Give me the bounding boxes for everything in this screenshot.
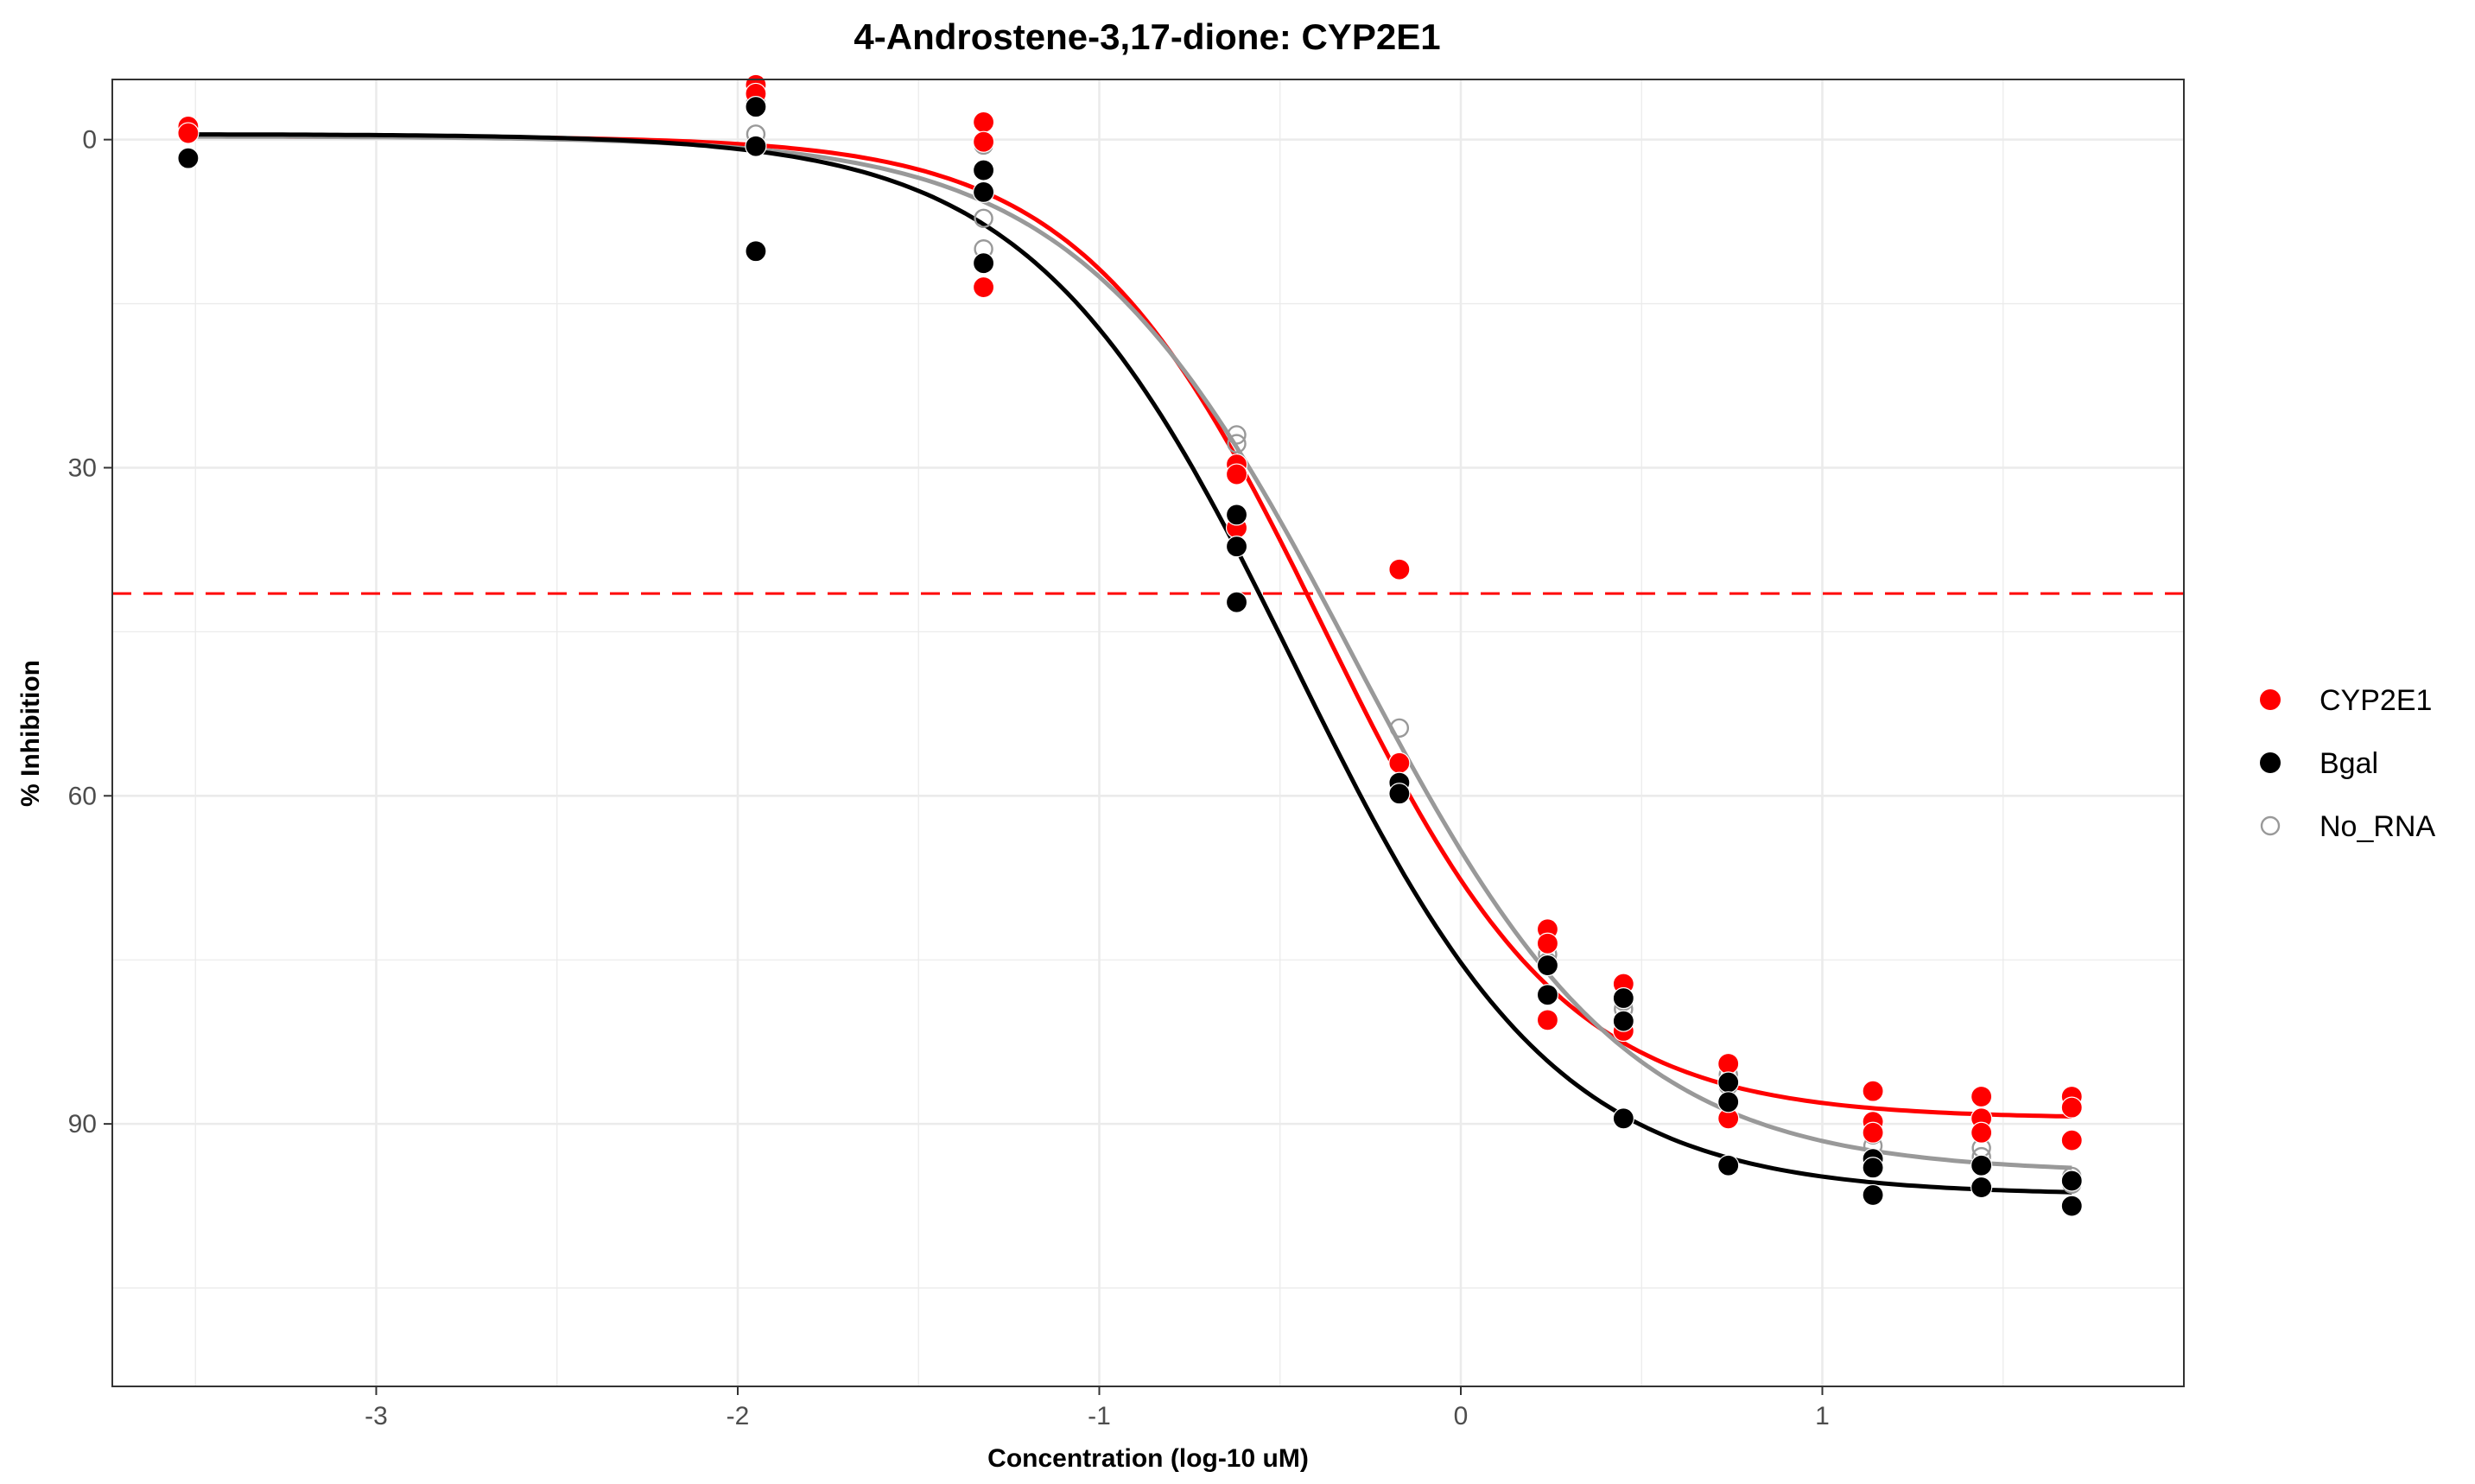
legend-label-bgal: Bgal xyxy=(2320,747,2378,780)
x-axis-title: Concentration (log-10 uM) xyxy=(987,1444,1309,1473)
data-points xyxy=(177,73,2083,1217)
point-bgal xyxy=(1612,1107,1634,1130)
point-bgal xyxy=(1970,1176,1993,1199)
point-bgal xyxy=(1388,783,1411,805)
point-bgal xyxy=(1717,1071,1740,1094)
point-cyp2e1 xyxy=(177,122,200,144)
point-bgal xyxy=(1612,1010,1634,1032)
point-cyp2e1 xyxy=(1536,1009,1559,1031)
point-bgal xyxy=(1225,504,1248,526)
minor-gridlines xyxy=(112,79,2184,1386)
point-cyp2e1 xyxy=(1388,558,1411,580)
legend-label-cyp2e1: CYP2E1 xyxy=(2320,684,2432,717)
point-no-rna xyxy=(1389,718,1410,739)
point-cyp2e1 xyxy=(1717,1052,1740,1075)
major-gridlines xyxy=(112,79,2184,1386)
y-tick-label: 90 xyxy=(68,1110,97,1138)
point-cyp2e1 xyxy=(972,111,995,133)
point-cyp2e1 xyxy=(1970,1121,1993,1144)
point-no-rna xyxy=(1227,425,1247,445)
point-bgal xyxy=(1862,1157,1884,1179)
point-cyp2e1 xyxy=(2060,1096,2083,1119)
y-axis: 0 30 60 90 xyxy=(68,126,112,1138)
point-bgal xyxy=(745,96,767,118)
point-cyp2e1 xyxy=(972,130,995,153)
fit-curves xyxy=(187,132,2072,1195)
point-no-rna xyxy=(1227,434,1247,453)
fit-curve-bgal xyxy=(187,132,2072,1195)
point-bgal xyxy=(1612,986,1634,1010)
y-tick-label: 60 xyxy=(68,782,97,810)
point-bgal xyxy=(177,147,200,169)
point-bgal xyxy=(1225,591,1248,613)
point-bgal xyxy=(972,159,995,181)
x-tick-label: 0 xyxy=(1454,1402,1469,1430)
point-bgal xyxy=(1717,1091,1740,1113)
legend-label-no-rna: No_RNA xyxy=(2320,810,2435,843)
legend-key-cyp2e1 xyxy=(2260,689,2281,710)
y-axis-title: % Inhibition xyxy=(16,660,45,807)
point-bgal xyxy=(1536,954,1559,977)
point-bgal xyxy=(745,135,767,157)
x-tick-label: -2 xyxy=(727,1402,750,1430)
x-tick-label: -3 xyxy=(365,1402,388,1430)
chart-title: 4-Androstene-3,17-dione: CYP2E1 xyxy=(854,16,1440,57)
point-bgal xyxy=(2060,1195,2083,1217)
point-cyp2e1 xyxy=(1862,1121,1884,1144)
point-bgal xyxy=(1862,1183,1884,1207)
point-cyp2e1 xyxy=(1388,752,1411,774)
legend: CYP2E1 Bgal No_RNA xyxy=(2260,684,2435,843)
point-bgal xyxy=(972,252,995,275)
x-tick-label: -1 xyxy=(1088,1402,1111,1430)
point-cyp2e1 xyxy=(2060,1129,2083,1151)
point-bgal xyxy=(2060,1170,2083,1192)
point-cyp2e1 xyxy=(1225,463,1248,485)
x-tick-label: 1 xyxy=(1815,1402,1830,1430)
point-bgal xyxy=(1970,1154,1993,1176)
y-tick-label: 0 xyxy=(82,126,97,155)
legend-key-no-rna xyxy=(2260,815,2281,836)
point-cyp2e1 xyxy=(1862,1080,1884,1102)
point-cyp2e1 xyxy=(1970,1085,1993,1108)
point-cyp2e1 xyxy=(1536,932,1559,954)
legend-key-bgal xyxy=(2260,752,2281,773)
point-bgal xyxy=(1536,984,1559,1006)
point-bgal xyxy=(1225,536,1248,558)
point-bgal xyxy=(1717,1154,1740,1176)
point-no-rna xyxy=(974,208,993,228)
x-axis: -3 -2 -1 0 1 xyxy=(365,1386,1830,1430)
point-bgal xyxy=(972,181,995,204)
point-cyp2e1 xyxy=(972,276,995,299)
plot-panel-border xyxy=(111,79,2185,1387)
point-bgal xyxy=(745,240,767,263)
y-tick-label: 30 xyxy=(68,453,97,482)
